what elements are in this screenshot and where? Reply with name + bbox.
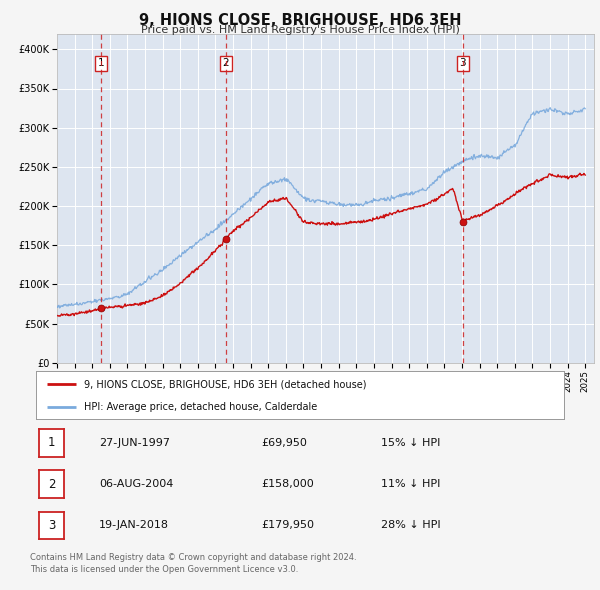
Text: 2: 2: [223, 58, 229, 68]
Text: 11% ↓ HPI: 11% ↓ HPI: [381, 479, 440, 489]
Text: HPI: Average price, detached house, Calderdale: HPI: Average price, detached house, Cald…: [83, 402, 317, 412]
Text: 15% ↓ HPI: 15% ↓ HPI: [381, 438, 440, 448]
Text: 3: 3: [460, 58, 466, 68]
Text: This data is licensed under the Open Government Licence v3.0.: This data is licensed under the Open Gov…: [30, 565, 298, 574]
Text: Contains HM Land Registry data © Crown copyright and database right 2024.: Contains HM Land Registry data © Crown c…: [30, 553, 356, 562]
Text: £69,950: £69,950: [261, 438, 307, 448]
Text: Price paid vs. HM Land Registry's House Price Index (HPI): Price paid vs. HM Land Registry's House …: [140, 25, 460, 35]
Text: 28% ↓ HPI: 28% ↓ HPI: [381, 520, 440, 530]
Text: 2: 2: [48, 477, 55, 491]
Text: £158,000: £158,000: [261, 479, 314, 489]
Text: 19-JAN-2018: 19-JAN-2018: [99, 520, 169, 530]
Text: 3: 3: [48, 519, 55, 532]
Text: 9, HIONS CLOSE, BRIGHOUSE, HD6 3EH (detached house): 9, HIONS CLOSE, BRIGHOUSE, HD6 3EH (deta…: [83, 379, 366, 389]
Text: 27-JUN-1997: 27-JUN-1997: [99, 438, 170, 448]
Text: 1: 1: [98, 58, 104, 68]
Text: £179,950: £179,950: [261, 520, 314, 530]
Text: 1: 1: [48, 436, 55, 450]
Text: 9, HIONS CLOSE, BRIGHOUSE, HD6 3EH: 9, HIONS CLOSE, BRIGHOUSE, HD6 3EH: [139, 13, 461, 28]
Text: 06-AUG-2004: 06-AUG-2004: [99, 479, 173, 489]
